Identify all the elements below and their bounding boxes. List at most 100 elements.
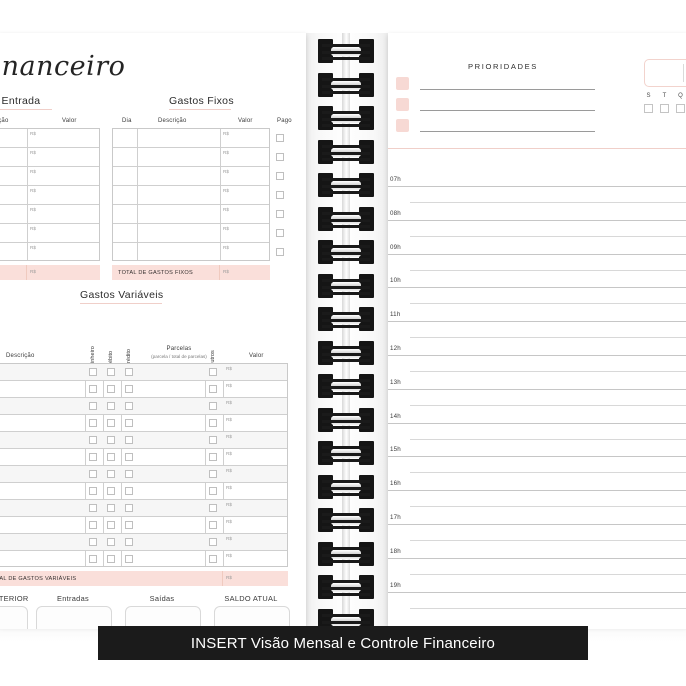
table-row[interactable]: R$	[113, 224, 269, 243]
weekday-checkbox[interactable]	[676, 104, 685, 113]
gv-checkbox-dinheiro[interactable]	[89, 538, 97, 546]
hour-line[interactable]	[388, 321, 686, 323]
gv-checkbox-dinheiro[interactable]	[89, 555, 97, 563]
summary-box-saldo-atual[interactable]	[214, 606, 290, 629]
gv-checkbox-outros[interactable]	[209, 402, 217, 410]
gv-checkbox-credito[interactable]	[125, 436, 133, 444]
hour-line[interactable]	[388, 388, 686, 390]
gv-checkbox-debito[interactable]	[107, 436, 115, 444]
table-row[interactable]: R$	[113, 243, 269, 262]
date-box[interactable]	[644, 59, 686, 87]
table-row[interactable]: R$	[0, 415, 287, 432]
pago-checkbox[interactable]	[276, 172, 284, 180]
gv-checkbox-outros[interactable]	[209, 436, 217, 444]
gv-checkbox-outros[interactable]	[209, 487, 217, 495]
half-hour-line[interactable]	[410, 371, 686, 372]
pago-checkbox[interactable]	[276, 191, 284, 199]
table-row[interactable]: R$	[0, 186, 99, 205]
table-row[interactable]: R$	[0, 167, 99, 186]
hour-line[interactable]	[388, 456, 686, 458]
table-row[interactable]: R$	[113, 186, 269, 205]
priority-checkbox[interactable]	[396, 77, 409, 90]
gv-checkbox-credito[interactable]	[125, 538, 133, 546]
priority-write-line[interactable]	[420, 89, 595, 90]
half-hour-line[interactable]	[410, 337, 686, 339]
table-row[interactable]: R$	[0, 500, 287, 517]
hour-line[interactable]	[388, 557, 686, 559]
gv-checkbox-debito[interactable]	[107, 453, 115, 461]
table-row[interactable]: R$	[0, 205, 99, 224]
half-hour-line[interactable]	[410, 235, 686, 237]
priority-checkbox[interactable]	[396, 119, 409, 132]
summary-box-saidas[interactable]	[125, 606, 201, 629]
gv-checkbox-outros[interactable]	[209, 555, 217, 563]
half-hour-line[interactable]	[410, 506, 686, 508]
hour-line[interactable]	[388, 287, 686, 289]
gastos-variaveis-table[interactable]: R$ R$ R$ R$ R$ R$ R$ R$ R$ R$ R$ R$	[0, 363, 288, 567]
gv-checkbox-dinheiro[interactable]	[89, 368, 97, 376]
summary-box-saldo-anterior[interactable]	[0, 606, 28, 629]
hour-line[interactable]	[388, 219, 686, 221]
pago-checkbox[interactable]	[276, 134, 284, 142]
half-hour-line[interactable]	[410, 202, 686, 203]
gv-checkbox-outros[interactable]	[209, 419, 217, 427]
pago-checkbox[interactable]	[276, 210, 284, 218]
half-hour-line[interactable]	[410, 607, 686, 609]
gv-checkbox-outros[interactable]	[209, 385, 217, 393]
gv-checkbox-credito[interactable]	[125, 487, 133, 495]
hour-line[interactable]	[388, 422, 686, 424]
table-row[interactable]: R$	[0, 534, 287, 551]
table-row[interactable]: R$	[0, 398, 287, 415]
gv-checkbox-outros[interactable]	[209, 368, 217, 376]
table-row[interactable]: R$	[0, 466, 287, 483]
table-row[interactable]: R$	[0, 243, 99, 262]
hour-line[interactable]	[388, 490, 686, 492]
gv-checkbox-debito[interactable]	[107, 402, 115, 410]
table-row[interactable]: R$	[0, 432, 287, 449]
gv-checkbox-dinheiro[interactable]	[89, 453, 97, 461]
hour-line[interactable]	[388, 253, 686, 255]
hour-line[interactable]	[388, 591, 686, 593]
half-hour-line[interactable]	[410, 540, 686, 541]
pago-checkbox[interactable]	[276, 248, 284, 256]
gv-checkbox-credito[interactable]	[125, 419, 133, 427]
hour-line[interactable]	[388, 524, 686, 525]
table-row[interactable]: R$	[0, 381, 287, 398]
pago-checkbox[interactable]	[276, 229, 284, 237]
pago-checkbox[interactable]	[276, 153, 284, 161]
gv-checkbox-dinheiro[interactable]	[89, 419, 97, 427]
table-row[interactable]: R$	[113, 167, 269, 186]
gv-checkbox-outros[interactable]	[209, 538, 217, 546]
table-row[interactable]: R$	[0, 129, 99, 148]
gv-checkbox-dinheiro[interactable]	[89, 385, 97, 393]
gv-checkbox-debito[interactable]	[107, 368, 115, 376]
gv-checkbox-debito[interactable]	[107, 385, 115, 393]
table-row[interactable]: R$	[0, 517, 287, 534]
gv-checkbox-credito[interactable]	[125, 521, 133, 529]
half-hour-line[interactable]	[410, 438, 686, 440]
gv-checkbox-debito[interactable]	[107, 538, 115, 546]
gastos-fixos-table[interactable]: R$ R$ R$ R$ R$ R$ R$	[112, 128, 270, 261]
gv-checkbox-debito[interactable]	[107, 504, 115, 512]
gv-checkbox-credito[interactable]	[125, 555, 133, 563]
half-hour-line[interactable]	[410, 303, 686, 305]
half-hour-line[interactable]	[410, 269, 686, 271]
gv-checkbox-outros[interactable]	[209, 453, 217, 461]
gv-checkbox-credito[interactable]	[125, 470, 133, 478]
gv-checkbox-credito[interactable]	[125, 385, 133, 393]
gv-checkbox-credito[interactable]	[125, 368, 133, 376]
gv-checkbox-dinheiro[interactable]	[89, 436, 97, 444]
table-row[interactable]: R$	[0, 224, 99, 243]
table-row[interactable]: R$	[113, 205, 269, 224]
priority-write-line[interactable]	[420, 131, 595, 132]
gv-checkbox-dinheiro[interactable]	[89, 487, 97, 495]
gv-checkbox-debito[interactable]	[107, 521, 115, 529]
gv-checkbox-outros[interactable]	[209, 470, 217, 478]
half-hour-line[interactable]	[410, 404, 686, 406]
table-row[interactable]: R$	[0, 483, 287, 500]
half-hour-line[interactable]	[410, 472, 686, 474]
hour-line[interactable]	[388, 355, 686, 356]
gv-checkbox-credito[interactable]	[125, 402, 133, 410]
weekday-checkbox[interactable]	[644, 104, 653, 113]
summary-box-entradas[interactable]	[36, 606, 112, 629]
